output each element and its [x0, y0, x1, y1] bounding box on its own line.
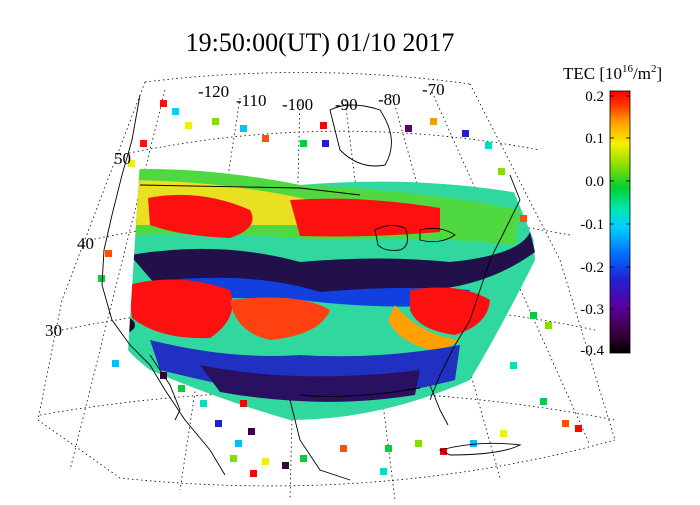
station-pixel	[105, 250, 112, 257]
atlantic-coastline	[429, 174, 521, 401]
florida	[429, 384, 449, 426]
station-pixel	[575, 425, 582, 432]
cuba	[438, 442, 522, 456]
lon-label: -80	[378, 90, 401, 109]
station-pixel	[405, 125, 412, 132]
lat-labels: 50 40 30	[45, 149, 131, 340]
lon-label: -100	[282, 95, 313, 114]
mexico-coast	[289, 399, 351, 481]
pacific-coastline	[101, 94, 226, 476]
tec-red-southeast	[410, 287, 490, 335]
colorbar-tick-label: 0.1	[585, 131, 604, 147]
lon-line-100	[289, 99, 301, 501]
lon-label: -110	[236, 91, 267, 110]
station-pixel	[470, 440, 477, 447]
lat-line-20	[39, 390, 616, 421]
lat-label: 50	[114, 149, 131, 168]
station-pixel	[235, 440, 242, 447]
station-pixel	[128, 160, 135, 167]
station-pixel	[545, 322, 552, 329]
station-pixel	[262, 458, 269, 465]
station-pixel	[212, 118, 219, 125]
station-pixel	[200, 400, 207, 407]
station-pixel	[485, 142, 492, 149]
lon-labels: -120 -110 -100 -90 -80 -70	[198, 80, 445, 114]
coastlines	[101, 94, 522, 481]
station-pixel	[322, 140, 329, 147]
station-pixel	[540, 398, 547, 405]
colorbar-title: TEC [1016/m2]	[563, 63, 662, 83]
colorbar-tick-label: -0.4	[580, 343, 604, 359]
station-pixel	[250, 470, 257, 477]
station-pixel	[530, 312, 537, 319]
station-pixel	[562, 420, 569, 427]
station-pixel	[510, 362, 517, 369]
station-pixel	[172, 108, 179, 115]
tec-field	[120, 169, 535, 420]
station-pixel	[140, 140, 147, 147]
station-pixel	[240, 400, 247, 407]
map-title: 19:50:00(UT) 01/10 2017	[185, 28, 455, 57]
lat-label: 30	[45, 321, 62, 340]
station-pixel	[415, 440, 422, 447]
tec-red-south-center	[230, 297, 330, 340]
station-pixel	[300, 140, 307, 147]
lon-label: -120	[198, 82, 229, 101]
station-pixel	[498, 168, 505, 175]
station-pixel	[185, 122, 192, 129]
great-lakes	[374, 225, 409, 251]
lat-label: 40	[77, 234, 94, 253]
station-pixel	[240, 125, 247, 132]
colorbar: TEC [1016/m2] 0.2 0.1 0.0 -0.1 -0.2 -0.3…	[563, 63, 662, 359]
gulf-coastline	[299, 387, 421, 397]
colorbar-tick-label: 0.0	[585, 174, 604, 190]
station-pixel	[320, 122, 327, 129]
canada-us-border	[139, 184, 361, 196]
station-pixel	[520, 215, 527, 222]
great-lakes-east	[419, 227, 456, 243]
lat-line-50	[119, 130, 541, 156]
baja-california	[149, 354, 181, 421]
station-pixel	[340, 445, 347, 452]
colorbar-tick-label: -0.3	[580, 302, 604, 318]
station-pixel	[178, 385, 185, 392]
lon-label: -70	[422, 80, 445, 99]
station-pixel	[262, 135, 269, 142]
tec-red-southwest	[128, 279, 233, 339]
station-pixel	[230, 455, 237, 462]
tec-blue-band	[150, 277, 470, 307]
station-pixel	[248, 428, 255, 435]
station-pixel	[462, 130, 469, 137]
map-boundary-left	[37, 81, 146, 421]
station-pixels	[98, 100, 582, 477]
tec-red-north-west	[148, 194, 253, 238]
tec-orange-southeast	[388, 305, 460, 352]
station-pixel	[98, 275, 105, 282]
station-pixel	[430, 118, 437, 125]
map-boundary-bottom	[37, 419, 616, 487]
colorbar-tick-label: 0.2	[585, 89, 604, 105]
station-pixel	[160, 100, 167, 107]
station-pixel	[380, 468, 387, 475]
colorbar-ticks	[610, 95, 630, 351]
station-pixel	[282, 462, 289, 469]
hudson-bay	[329, 104, 392, 167]
lon-label: -90	[335, 95, 358, 114]
tec-south-dark-edge	[200, 365, 420, 402]
station-pixel	[385, 445, 392, 452]
lon-line-70	[431, 91, 591, 446]
colorbar-gradient	[609, 90, 631, 354]
station-pixel	[112, 360, 119, 367]
station-pixel	[215, 420, 222, 427]
colorbar-tick-label: -0.2	[580, 260, 604, 276]
station-pixel	[500, 430, 507, 437]
colorbar-tick-label: -0.1	[580, 217, 604, 233]
station-pixel	[300, 455, 307, 462]
